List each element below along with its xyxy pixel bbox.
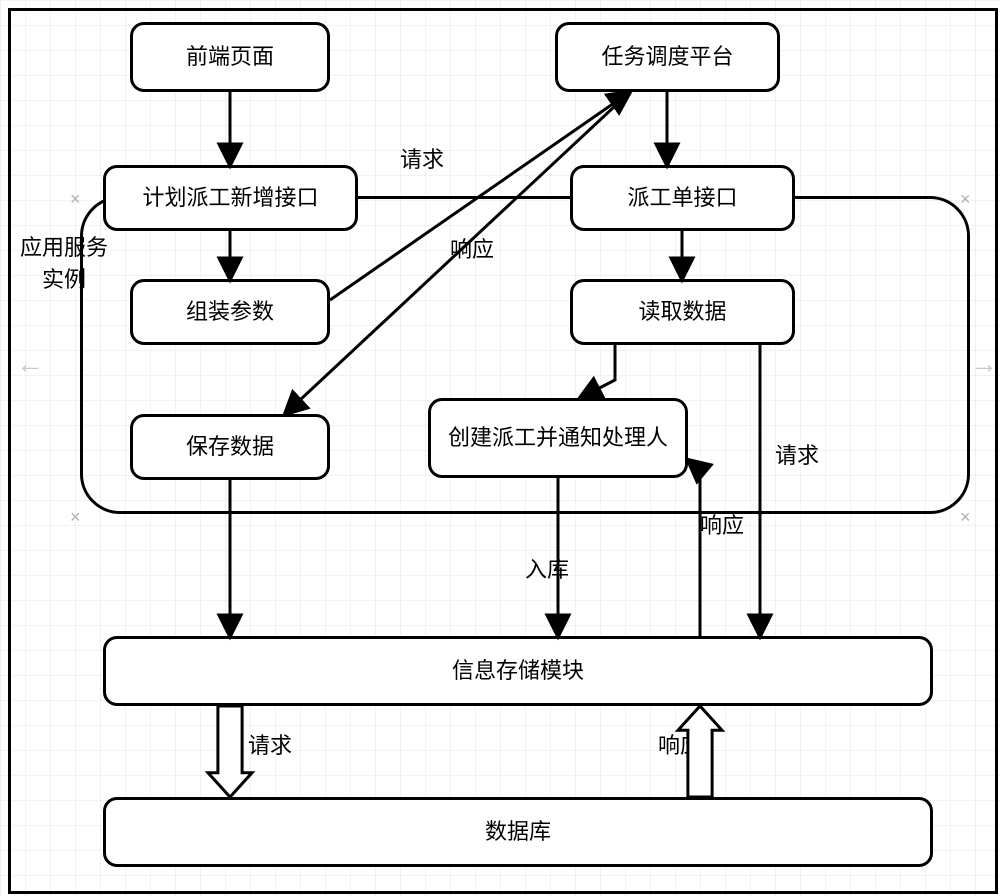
node-label: 组装参数 (186, 298, 274, 326)
node-label: 数据库 (485, 818, 551, 846)
node-label: 读取数据 (638, 298, 726, 326)
node-read-data: 读取数据 (570, 279, 795, 345)
node-save-data: 保存数据 (130, 414, 330, 480)
node-label: 前端页面 (186, 43, 274, 71)
node-plan-dispatch-api: 计划派工新增接口 (103, 165, 358, 231)
node-label: 计划派工新增接口 (142, 184, 318, 212)
node-label: 任务调度平台 (601, 43, 733, 71)
nav-arrow-left-icon: ← (16, 350, 44, 378)
node-frontend: 前端页面 (130, 22, 330, 92)
diagram-canvas: 应用服务 实例 前端页面 任务调度平台 计划派工新增接口 派工单接口 组装参数 … (0, 0, 1000, 896)
node-label: 信息存储模块 (452, 657, 584, 685)
edge-label-request: 请求 (400, 142, 444, 174)
node-assemble-params: 组装参数 (130, 279, 330, 345)
resize-handle-marker: × (960, 190, 971, 208)
nav-arrow-right-icon: → (970, 350, 998, 378)
edge-label-response: 响应 (450, 232, 494, 264)
edge-label-request: 请求 (775, 438, 819, 470)
node-dispatch-receipt-api: 派工单接口 (570, 165, 795, 231)
service-instance-label: 应用服务 实例 (20, 230, 108, 294)
node-label: 保存数据 (186, 433, 274, 461)
resize-handle-marker: × (70, 190, 81, 208)
edge-label-response: 响应 (700, 508, 744, 540)
resize-handle-marker: × (70, 508, 81, 526)
edge-label-store: 入库 (525, 552, 569, 584)
node-create-dispatch-notify: 创建派工并通知处理人 (428, 398, 688, 478)
edge-label-request: 请求 (248, 728, 292, 760)
node-database: 数据库 (103, 797, 933, 867)
node-label: 创建派工并通知处理人 (448, 424, 668, 452)
node-info-storage-module: 信息存储模块 (103, 636, 933, 706)
resize-handle-marker: × (960, 508, 971, 526)
edge-label-response: 响应 (658, 728, 702, 760)
node-scheduler: 任务调度平台 (555, 22, 780, 92)
node-label: 派工单接口 (627, 184, 737, 212)
